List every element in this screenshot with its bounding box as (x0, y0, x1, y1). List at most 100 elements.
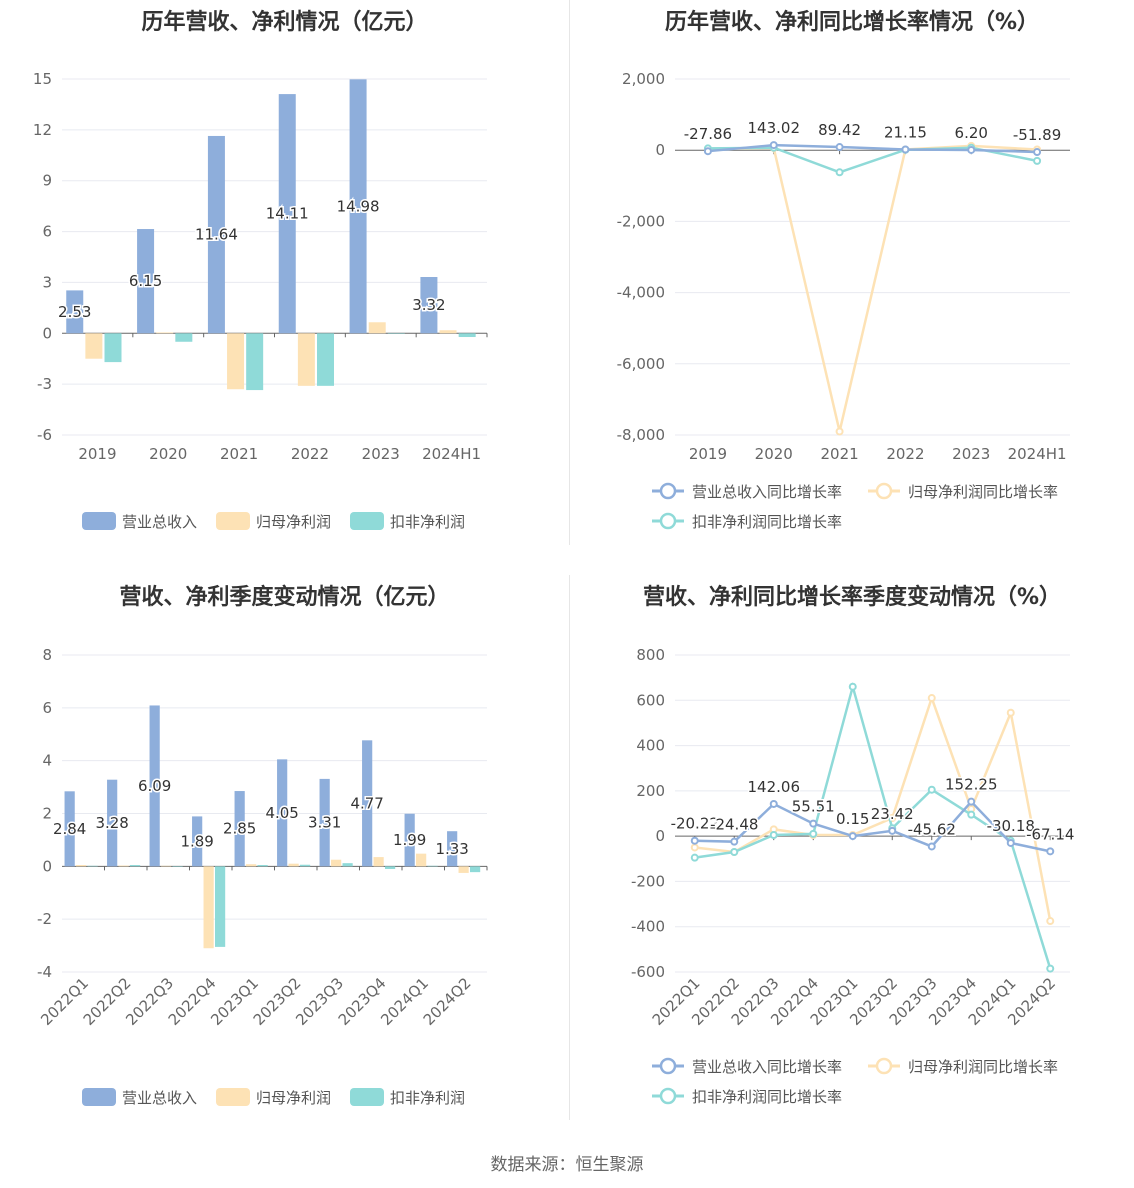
series-point (809, 829, 818, 838)
bar-营业总收入 (404, 813, 415, 867)
x-tick-label: 2023 (952, 445, 990, 463)
series-point (769, 141, 778, 150)
data-label: 6.09 (138, 777, 171, 795)
data-label: 11.64 (195, 226, 238, 244)
y-tick-label: 0 (42, 857, 52, 875)
legend-marker (875, 1057, 893, 1075)
data-label: 3.31 (308, 814, 341, 832)
x-tick-label: 2024Q2 (420, 974, 475, 1029)
legend-marker (659, 1057, 677, 1075)
bar-扣非净利润 (387, 333, 405, 334)
series-point (730, 847, 739, 856)
data-label: 6.20 (955, 124, 988, 142)
x-tick-label: 2024H1 (422, 445, 481, 463)
x-tick-label: 2019 (689, 445, 727, 463)
data-label: -27.86 (684, 125, 732, 143)
bar-扣非净利润 (317, 333, 334, 386)
y-tick-label: -2 (37, 910, 52, 928)
y-tick-label: 8 (42, 646, 52, 664)
data-source: 数据来源：恒生聚源 (490, 1155, 644, 1175)
series-point (967, 797, 976, 806)
data-label: -51.89 (1013, 126, 1061, 144)
y-tick-label: 2 (42, 805, 52, 823)
y-tick-label: -6 (37, 426, 52, 444)
bar-扣非净利润 (246, 333, 264, 391)
y-tick-label: 400 (636, 737, 665, 755)
y-tick-label: -200 (631, 872, 665, 890)
series-point (1006, 708, 1015, 717)
x-tick-label: 2022 (886, 445, 924, 463)
quarterly-growth-chart: 营收、净利同比增长率季度变动情况（%） 800 600 400 200 0 -200 -40… (570, 575, 1134, 1120)
x-tick-label: 2024H1 (1008, 445, 1067, 463)
bar-归母净利润 (203, 866, 214, 949)
y-tick-label: -8,000 (617, 426, 665, 444)
legend-swatch (350, 1088, 384, 1106)
series-point (927, 785, 936, 794)
data-label: 4.77 (350, 794, 383, 812)
data-label: 0.15 (836, 810, 869, 828)
bar-归母净利润 (85, 333, 103, 359)
legend-swatch (82, 1088, 116, 1106)
x-tick-label: 2023 (362, 445, 400, 463)
chart-title: 营收、净利同比增长率季度变动情况（%） (642, 585, 1062, 610)
chart-svg: 8006004002000-200-400-6002022Q12022Q2202… (631, 646, 1076, 1106)
vertical-divider (569, 575, 570, 1120)
bar-营业总收入 (349, 79, 367, 334)
bar-营业总收入 (420, 277, 438, 334)
series-point (835, 143, 844, 152)
legend-marker (659, 512, 677, 530)
bar-扣非净利润 (104, 333, 122, 363)
bar-归母净利润 (331, 859, 342, 867)
series-point (690, 836, 699, 845)
series-line-归母净利润同比增长率 (694, 694, 1052, 922)
data-label: 2.85 (223, 820, 256, 838)
series-line-营业总收入同比增长率 (707, 143, 1038, 154)
data-label: -67.14 (1026, 825, 1074, 843)
data-label: 1.99 (393, 831, 426, 849)
y-tick-label: -6,000 (617, 355, 665, 373)
bar-归母净利润 (416, 853, 427, 867)
data-label: 142.06 (748, 778, 801, 796)
bar-归母净利润 (76, 865, 87, 867)
legend-label: 归母净利润 (256, 1089, 331, 1107)
bar-扣非净利润 (175, 333, 193, 342)
y-tick-label: 15 (33, 70, 52, 88)
data-label: -24.48 (710, 816, 758, 834)
bar-营业总收入 (362, 740, 373, 867)
series-point (835, 168, 844, 177)
bar-营业总收入 (149, 705, 160, 867)
legend-swatch (216, 1088, 250, 1106)
bar-扣非净利润 (172, 866, 183, 867)
series-point (927, 842, 936, 851)
legend-label: 营业总收入同比增长率 (692, 483, 842, 501)
y-tick-label: -2,000 (617, 212, 665, 230)
legend-label: 营业总收入 (122, 513, 197, 531)
x-tick-label: 2020 (149, 445, 187, 463)
y-tick-label: 6 (42, 223, 52, 241)
data-label: 14.11 (266, 205, 309, 223)
series-line-归母净利润同比增长率 (707, 144, 1038, 432)
series-line-扣非净利润同比增长率 (694, 681, 1052, 969)
bar-扣非净利润 (215, 866, 226, 947)
data-label: -45.62 (908, 820, 956, 838)
legend-label: 扣非净利润同比增长率 (692, 1088, 842, 1106)
series-line-营业总收入同比增长率 (694, 799, 1051, 853)
bar-营业总收入 (278, 94, 296, 334)
legend-label: 营业总收入同比增长率 (692, 1058, 842, 1076)
data-label: 4.05 (265, 804, 298, 822)
legend-marker (659, 482, 677, 500)
chart-title: 历年营收、净利同比增长率情况（%） (664, 10, 1040, 35)
bar-扣非净利润 (257, 865, 268, 867)
bar-归母净利润 (373, 857, 384, 867)
series-point (690, 853, 699, 862)
data-label: 21.15 (884, 123, 927, 141)
series-point (730, 837, 739, 846)
y-tick-label: 800 (636, 646, 665, 664)
data-label: -30.18 (987, 817, 1035, 835)
data-label: 3.28 (95, 814, 128, 832)
legend-label: 归母净利润同比增长率 (908, 483, 1058, 501)
series-point (769, 799, 778, 808)
legend-swatch (216, 512, 250, 530)
bar-营业总收入 (319, 778, 330, 867)
chart-title: 营收、净利季度变动情况（亿元） (119, 585, 450, 610)
